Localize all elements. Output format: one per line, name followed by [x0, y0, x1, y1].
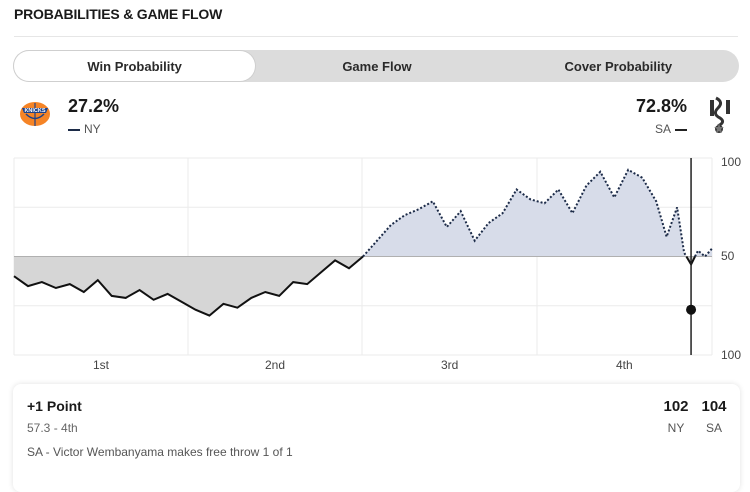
knicks-logo-icon: KNICKS — [20, 102, 50, 126]
solid-line-icon — [675, 128, 687, 131]
y-label-mid: 50 — [721, 249, 735, 263]
quarter-label-1st: 1st — [93, 358, 110, 372]
away-win-pct: 27.2% — [68, 96, 120, 116]
quarter-label-2nd: 2nd — [265, 358, 286, 372]
play-title: +1 Point — [27, 398, 82, 414]
dashed-line-icon — [68, 128, 80, 131]
home-score-label: SA — [705, 421, 722, 435]
play-card[interactable]: +1 Point 57.3 - 4th SA - Victor Wembanya… — [13, 384, 740, 492]
tab-win-probability[interactable]: Win Probability — [14, 51, 256, 81]
away-score-label: NY — [667, 421, 685, 435]
play-description: SA - Victor Wembanyama makes free throw … — [27, 445, 293, 459]
tab-cover-probability[interactable]: Cover Probability — [564, 58, 673, 74]
home-legend: SA — [655, 122, 687, 136]
section-title: PROBABILITIES & GAME FLOW — [14, 6, 223, 22]
svg-text:KNICKS: KNICKS — [24, 108, 45, 114]
home-win-pct: 72.8% — [635, 96, 687, 116]
tab-game-flow[interactable]: Game Flow — [342, 58, 412, 74]
away-score: 102 — [663, 398, 689, 415]
y-label-bottom: 100 — [721, 348, 742, 362]
away-fill-area — [14, 256, 695, 316]
away-abbr: NY — [84, 122, 101, 136]
quarter-label-4th: 4th — [616, 358, 633, 372]
divider — [14, 36, 738, 37]
home-series-line — [362, 168, 713, 258]
home-abbr: SA — [654, 122, 671, 136]
current-play-marker[interactable] — [686, 304, 697, 315]
y-label-top: 100 — [721, 155, 742, 169]
tab-bar: Win Probability Game Flow Cover Probabil… — [13, 50, 739, 82]
home-fill-area — [363, 169, 712, 257]
away-legend: NY — [68, 122, 101, 136]
quarter-label-3rd: 3rd — [441, 358, 459, 372]
play-time: 57.3 - 4th — [27, 421, 78, 435]
win-probability-plot — [13, 157, 713, 356]
spurs-logo-icon — [710, 96, 730, 133]
home-score: 104 — [701, 398, 727, 415]
win-probability-chart: 100 50 100 1st 2nd 3rd 4th — [0, 150, 750, 380]
